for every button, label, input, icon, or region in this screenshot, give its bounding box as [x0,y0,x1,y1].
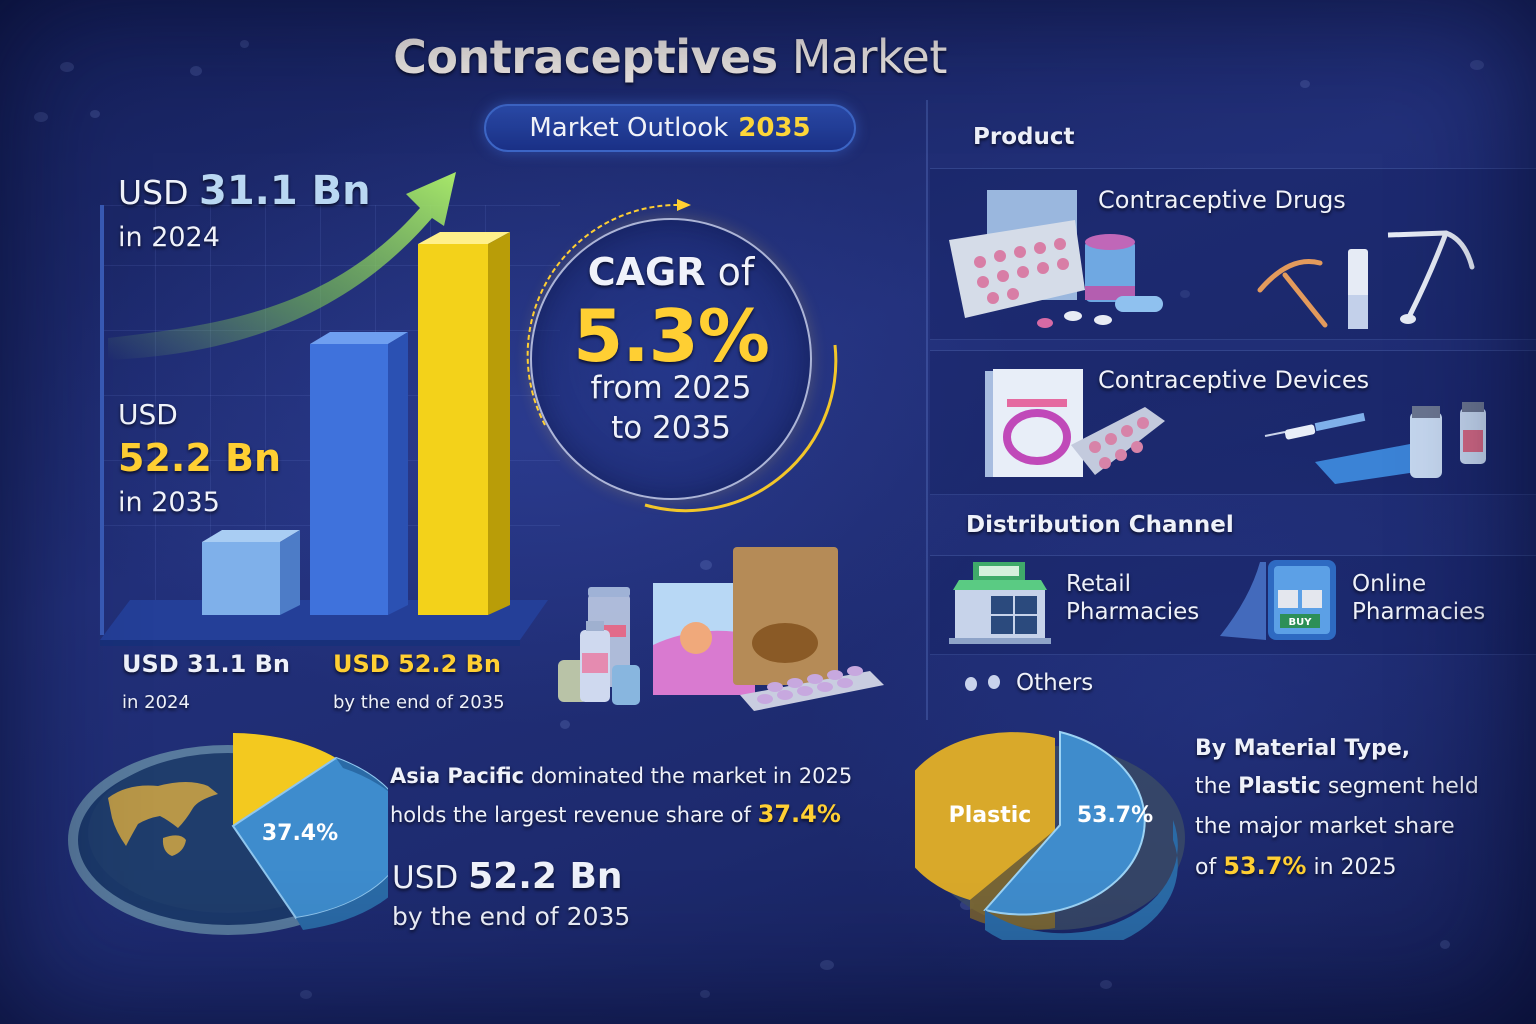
bar-2024 [202,530,300,615]
hero-mid-value: 52.2 Bn [118,436,282,480]
hero-top-usd: USD 31.1 Bn [118,168,371,214]
y-axis [100,205,104,635]
hero-mid-usd: USD [118,398,178,431]
region-usd-sub: by the end of 2035 [392,902,631,931]
retail-store-icon [949,562,1051,644]
bar-series [100,232,548,646]
bar-mid [310,332,408,615]
material-pie-plastic-label: Plastic [949,803,1032,828]
product-devices-label: Contraceptive Devices [1098,366,1370,394]
material-line1: By Material Type, [1195,736,1411,761]
material-line2: the Plastic segment held [1195,774,1479,799]
product-packages-illustration [558,547,884,711]
cagr-heading: CAGR of [587,250,755,294]
channel-retail-label: Retail Pharmacies [1066,571,1200,625]
region-pie-chart: 37.4% [68,733,388,935]
device-box-icon [985,369,1165,477]
page-title: Contraceptives Market [0,30,1340,84]
material-pie-chart: Plastic 53.7% [915,730,1185,940]
product-drugs-label: Contraceptive Drugs [1098,186,1346,214]
svg-text:BUY: BUY [1289,617,1313,628]
region-usd: USD 52.2 Bn [392,856,623,897]
caption-2035-value: USD 52.2 Bn [333,650,501,678]
caption-2035-sub: by the end of 2035 [333,692,505,713]
outlook-label: Market Outlook [529,113,729,143]
growth-arrow-icon [108,172,456,360]
outlook-year: 2035 [738,113,811,143]
online-pharmacy-phone-icon: BUY [1220,560,1336,640]
distribution-heading: Distribution Channel [966,512,1234,538]
material-pie-value-label: 53.7% [1077,803,1153,828]
title-bold: Contraceptives [393,30,778,84]
caption-2024-value: USD 31.1 Bn [122,650,290,678]
cagr-period-end: to 2035 [611,410,731,446]
panel-divider [926,100,928,720]
region-statement-line2: holds the largest revenue share of 37.4% [390,800,841,828]
cagr-period-start: from 2025 [590,370,752,406]
injection-vials-icon [1264,402,1486,484]
hero-mid-year: in 2035 [118,487,220,518]
pill-pack-icon [949,190,1163,328]
others-dot-icon [965,677,977,691]
region-pie-label: 37.4% [262,821,338,846]
cagr-orbit-arrow-icon [526,199,838,513]
product-heading: Product [973,124,1075,150]
cagr-circle [530,218,812,500]
caption-2024-sub: in 2024 [122,692,190,713]
others-dot-icon [988,675,1000,689]
outlook-badge: Market Outlook 2035 [484,104,856,152]
material-line3: the major market share [1195,814,1455,839]
hero-top-year: in 2024 [118,222,220,253]
region-statement-line1: Asia Pacific dominated the market in 202… [390,764,853,788]
bar-2035 [418,232,510,615]
title-light: Market [791,30,948,84]
material-line4: of 53.7% in 2025 [1195,852,1397,880]
others-label: Others [1016,670,1094,696]
cagr-value: 5.3% [573,294,770,378]
iud-and-devices-icon [1257,230,1475,329]
channel-online-label: Online Pharmacies [1352,571,1486,625]
world-map-icon [108,782,218,856]
